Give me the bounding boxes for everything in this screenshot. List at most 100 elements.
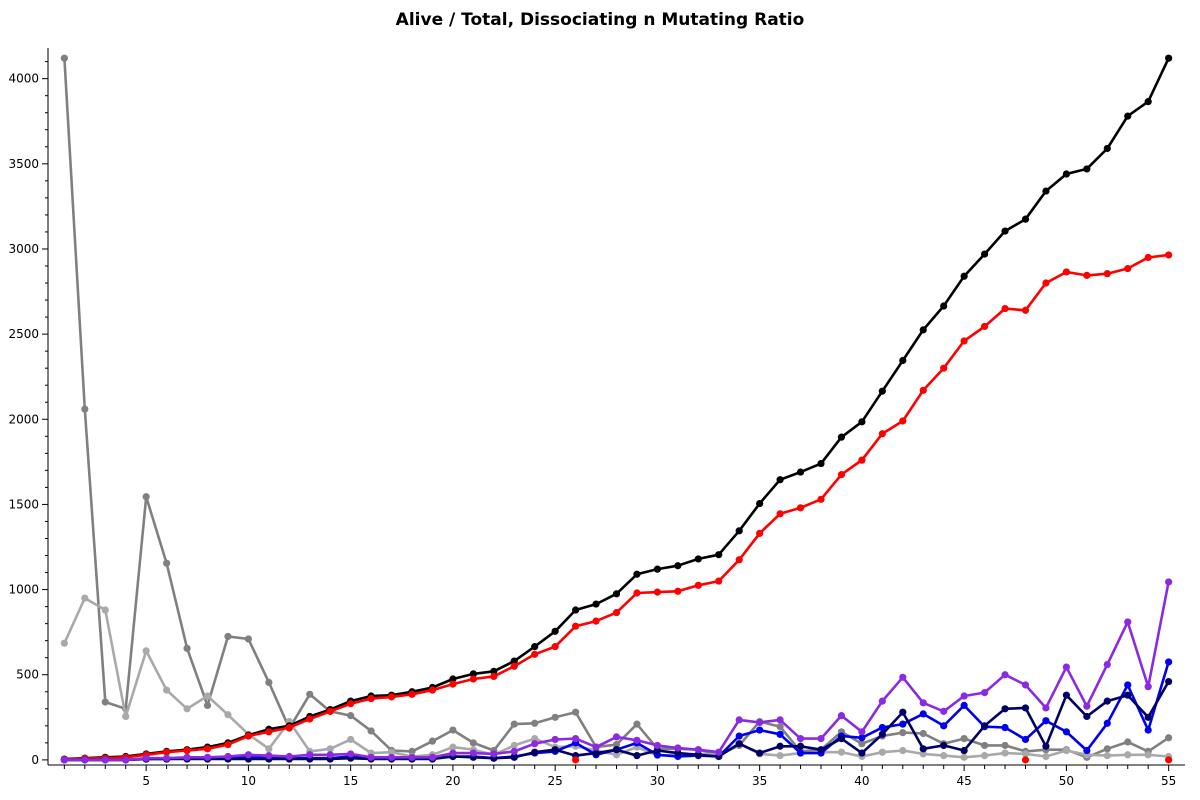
series-point-3	[408, 690, 416, 698]
series-point-3	[817, 495, 825, 503]
series-point-1	[837, 748, 846, 756]
series-point-3	[735, 556, 743, 564]
x-tick-label: 30	[650, 774, 665, 788]
series-point-6	[122, 756, 130, 764]
series-point-2	[1124, 112, 1132, 120]
series-point-2	[858, 418, 866, 426]
series-point-5	[1021, 704, 1030, 712]
series-point-3	[980, 322, 989, 331]
series-point-0	[899, 729, 907, 737]
series-point-5	[1124, 691, 1132, 699]
series-point-3	[694, 581, 702, 589]
series-point-2	[612, 590, 621, 598]
series-point-3	[244, 732, 253, 740]
series-point-4	[1021, 735, 1030, 744]
series-point-1	[510, 741, 518, 750]
series-point-6	[224, 752, 232, 761]
series-point-2	[796, 468, 805, 476]
series-point-0	[510, 720, 518, 728]
series-point-2	[1001, 227, 1009, 235]
series-point-6	[572, 735, 580, 743]
y-tick-label: 3500	[8, 157, 39, 171]
series-point-3	[469, 675, 477, 683]
series-point-1	[1001, 749, 1009, 757]
series-point-0	[919, 729, 927, 738]
series-point-5	[1144, 713, 1152, 721]
series-point-4	[940, 722, 948, 730]
series-point-5	[633, 752, 641, 760]
series-point-4	[776, 730, 784, 738]
series-point-6	[796, 735, 805, 743]
series-point-2	[756, 499, 764, 508]
series-point-2	[674, 562, 682, 570]
series-line-0	[63, 58, 1170, 759]
series-point-0	[633, 720, 641, 728]
series-point-3	[203, 745, 212, 753]
series-point-1	[1021, 750, 1030, 758]
series-point-6	[940, 707, 948, 715]
series-point-6	[633, 736, 641, 744]
series-point-0	[469, 739, 477, 747]
series-point-5	[940, 741, 948, 750]
series-point-5	[1165, 677, 1173, 686]
series-point-0	[1124, 738, 1132, 746]
series-point-2	[960, 272, 968, 280]
series-point-3	[612, 608, 621, 617]
series-point-5	[653, 746, 661, 755]
y-tick-label: 2500	[8, 327, 39, 341]
series-point-6	[899, 673, 907, 681]
series-point-0	[428, 737, 437, 745]
series-point-6	[592, 743, 600, 751]
series-point-4	[1001, 723, 1009, 732]
series-point-1	[142, 647, 150, 655]
series-point-4	[735, 732, 743, 740]
series-point-4	[960, 701, 968, 709]
series-point-6	[428, 753, 437, 761]
x-tick-label: 25	[548, 774, 563, 788]
extra-point	[1021, 756, 1030, 764]
series-point-0	[183, 644, 191, 652]
series-point-2	[551, 627, 559, 635]
series-point-1	[1103, 752, 1111, 760]
series-point-6	[612, 733, 621, 741]
series-point-3	[1103, 270, 1111, 278]
series-point-3	[919, 386, 927, 394]
series-point-6	[980, 689, 989, 697]
series-point-6	[551, 735, 559, 744]
series-point-0	[306, 690, 314, 698]
y-tick-label: 2000	[8, 412, 39, 426]
series-point-1	[449, 743, 457, 751]
series-point-2	[694, 555, 702, 563]
series-point-6	[265, 752, 273, 760]
series-point-2	[940, 302, 948, 310]
series-point-6	[837, 712, 846, 720]
series-point-1	[101, 606, 109, 614]
series-point-6	[469, 749, 477, 757]
series-point-0	[1165, 734, 1173, 742]
series-point-2	[572, 606, 580, 614]
series-point-3	[592, 617, 600, 625]
series-point-6	[1042, 704, 1050, 712]
series-point-4	[1165, 658, 1173, 666]
series-point-2	[469, 670, 477, 678]
series-point-6	[878, 697, 886, 705]
series-point-5	[776, 742, 784, 750]
series-point-3	[1062, 268, 1070, 276]
series-point-3	[347, 700, 355, 708]
series-point-2	[980, 250, 989, 258]
series-line-6	[64, 581, 1170, 762]
series-point-6	[326, 751, 334, 759]
series-point-3	[715, 577, 723, 585]
series-point-1	[960, 753, 968, 761]
series-point-5	[1062, 691, 1070, 699]
series-point-3	[796, 504, 805, 512]
series-point-6	[653, 741, 661, 750]
series-point-3	[285, 723, 293, 732]
series-point-5	[510, 753, 518, 761]
series-point-1	[919, 750, 927, 758]
series-point-3	[183, 746, 191, 755]
series-point-2	[1062, 170, 1070, 178]
series-point-3	[572, 622, 580, 630]
series-point-0	[858, 740, 866, 748]
series-point-6	[244, 751, 253, 759]
